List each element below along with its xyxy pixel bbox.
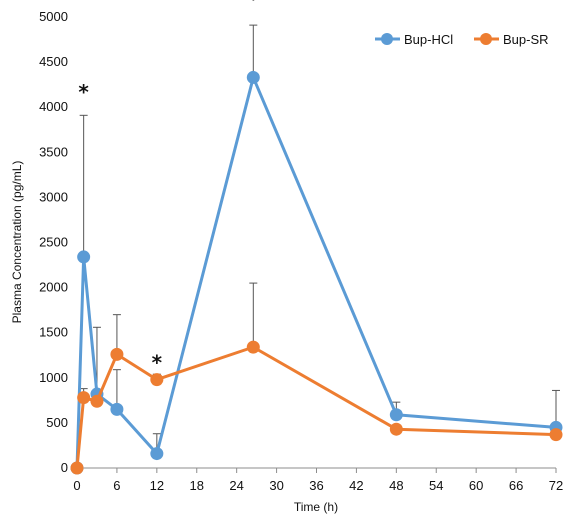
legend: Bup-HCl Bup-SR bbox=[375, 32, 549, 47]
x-tick-label: 24 bbox=[229, 478, 243, 493]
legend-marker-bup-sr bbox=[480, 33, 492, 45]
y-axis-title: Plasma Concentration (pg/mL) bbox=[10, 161, 24, 324]
y-tick-label: 0 bbox=[61, 460, 68, 475]
y-tick-label: 1000 bbox=[39, 370, 68, 385]
y-tick-label: 3000 bbox=[39, 189, 68, 204]
x-tick-label: 54 bbox=[429, 478, 443, 493]
x-tick-label: 66 bbox=[509, 478, 523, 493]
data-point-bup-sr bbox=[549, 428, 563, 442]
x-tick-label: 30 bbox=[269, 478, 283, 493]
legend-label-bup-sr: Bup-SR bbox=[503, 32, 549, 47]
data-point-bup-hcl bbox=[150, 447, 164, 461]
x-tick-label: 0 bbox=[73, 478, 80, 493]
error-bars bbox=[79, 24, 560, 454]
x-tick-label: 42 bbox=[349, 478, 363, 493]
x-tick-label: 48 bbox=[389, 478, 403, 493]
y-tick-label: 2000 bbox=[39, 280, 68, 295]
data-point-bup-hcl bbox=[246, 70, 260, 84]
data-point-bup-sr bbox=[70, 461, 84, 475]
series-line-bup-hcl bbox=[75, 75, 557, 469]
series-line-bup-sr bbox=[75, 345, 557, 469]
legend-label-bup-hcl: Bup-HCl bbox=[404, 32, 453, 47]
x-tick-label: 72 bbox=[549, 478, 563, 493]
x-tick-label: 36 bbox=[309, 478, 323, 493]
x-tick-label: 6 bbox=[113, 478, 120, 493]
x-axis-title: Time (h) bbox=[294, 500, 338, 514]
data-point-bup-hcl bbox=[389, 408, 403, 422]
y-tick-label: 2500 bbox=[39, 235, 68, 250]
data-point-bup-hcl bbox=[110, 402, 124, 416]
significance-star: * bbox=[152, 351, 163, 375]
significance-star: * bbox=[248, 0, 259, 11]
y-tick-label: 4500 bbox=[39, 54, 68, 69]
data-point-bup-sr bbox=[77, 391, 91, 405]
significance-annotations: * * * bbox=[78, 0, 259, 375]
data-point-bup-sr bbox=[389, 422, 403, 436]
data-point-bup-sr bbox=[246, 340, 260, 354]
legend-marker-bup-hcl bbox=[381, 33, 393, 45]
y-tick-label: 500 bbox=[46, 415, 68, 430]
x-tick-label: 60 bbox=[469, 478, 483, 493]
y-tick-label: 5000 bbox=[39, 9, 68, 24]
y-tick-label: 1500 bbox=[39, 325, 68, 340]
series-group bbox=[70, 70, 563, 475]
x-tick-label: 18 bbox=[190, 478, 204, 493]
x-tick-label: 12 bbox=[150, 478, 164, 493]
data-point-bup-hcl bbox=[77, 250, 91, 264]
x-axis: 0 6 12 18 24 30 36 42 48 54 60 66 72 bbox=[73, 468, 563, 493]
y-tick-label: 4000 bbox=[39, 99, 68, 114]
data-point-bup-sr bbox=[110, 347, 124, 361]
significance-star: * bbox=[78, 80, 89, 104]
y-axis: 0 500 1000 1500 2000 2500 3000 3500 4000 4500 5000 bbox=[39, 9, 68, 475]
data-point-bup-sr bbox=[90, 394, 104, 408]
data-point-bup-sr bbox=[150, 373, 164, 387]
y-tick-label: 3500 bbox=[39, 144, 68, 159]
